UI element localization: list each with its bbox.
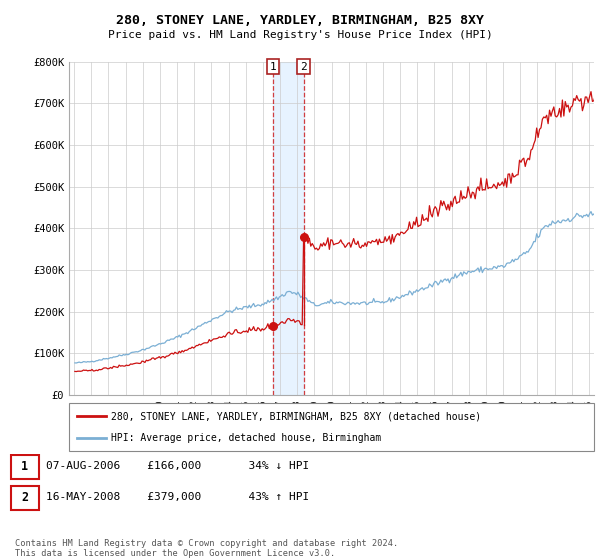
Text: HPI: Average price, detached house, Birmingham: HPI: Average price, detached house, Birm… [111, 433, 381, 443]
Text: 1: 1 [269, 62, 276, 72]
Text: 280, STONEY LANE, YARDLEY, BIRMINGHAM, B25 8XY (detached house): 280, STONEY LANE, YARDLEY, BIRMINGHAM, B… [111, 411, 481, 421]
Text: Contains HM Land Registry data © Crown copyright and database right 2024.
This d: Contains HM Land Registry data © Crown c… [15, 539, 398, 558]
Text: 280, STONEY LANE, YARDLEY, BIRMINGHAM, B25 8XY: 280, STONEY LANE, YARDLEY, BIRMINGHAM, B… [116, 14, 484, 27]
Text: 07-AUG-2006    £166,000       34% ↓ HPI: 07-AUG-2006 £166,000 34% ↓ HPI [46, 461, 309, 472]
Text: 16-MAY-2008    £379,000       43% ↑ HPI: 16-MAY-2008 £379,000 43% ↑ HPI [46, 492, 309, 502]
Text: 2: 2 [21, 491, 28, 504]
FancyBboxPatch shape [11, 486, 39, 510]
Text: 2: 2 [300, 62, 307, 72]
FancyBboxPatch shape [69, 403, 594, 451]
FancyBboxPatch shape [11, 455, 39, 479]
Text: Price paid vs. HM Land Registry's House Price Index (HPI): Price paid vs. HM Land Registry's House … [107, 30, 493, 40]
Bar [273, 62, 304, 395]
Text: 1: 1 [21, 460, 28, 473]
